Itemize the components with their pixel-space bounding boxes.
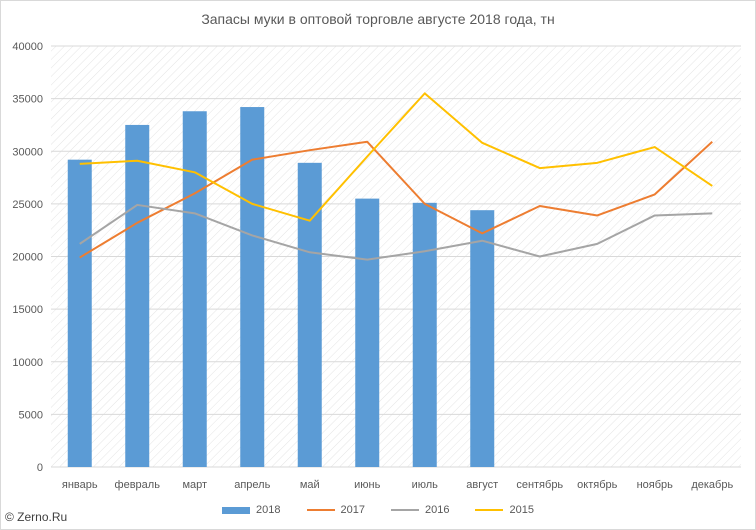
legend-item-2017: 2017 [306,504,365,516]
x-tick-label: ноябрь [637,479,674,491]
y-tick-label: 20000 [12,252,43,264]
legend-label: 2015 [509,504,534,516]
legend-label: 2016 [425,504,450,516]
watermark-text: © Zerno.Ru [5,510,68,524]
x-tick-label: январь [62,479,98,491]
y-tick-label: 10000 [12,357,43,369]
legend-swatch [306,509,335,511]
x-tick-label: июль [412,479,439,491]
legend: 2018 2017 2016 2015 [0,504,756,516]
y-axis-ticks: 0 5000 10000 15000 20000 25000 30000 35000 40000 [12,41,43,474]
gridlines [51,45,741,468]
x-tick-label: март [182,479,207,491]
x-tick-label: апрель [234,479,270,491]
chart-title: Запасы муки в оптовой торговле августе 2… [201,11,555,27]
x-tick-label: октябрь [577,479,617,491]
bar-2018 [182,111,207,467]
y-tick-label: 35000 [12,94,43,106]
legend-swatch [475,509,504,511]
legend-label: 2017 [340,504,365,516]
y-tick-label: 30000 [12,146,43,158]
bar-2018 [297,162,322,467]
y-tick-label: 25000 [12,199,43,211]
y-tick-label: 15000 [12,304,43,316]
x-axis-ticks: январь февраль март апрель май июнь июль август… [62,479,734,491]
legend-swatch [391,509,419,511]
y-tick-label: 5000 [19,409,43,421]
y-tick-label: 0 [37,462,43,474]
legend-item-2015: 2015 [475,504,534,516]
line-series-2015 [79,92,713,222]
bar-2018 [470,210,495,467]
watermark: © Zerno.Ru [5,510,67,524]
bar-series-2018 [67,107,495,468]
x-tick-label: май [300,479,320,491]
x-tick-label: август [466,479,498,491]
chart-plot: 0 5000 10000 15000 20000 25000 30000 35000 40000… [12,41,741,491]
line-series-2017 [79,140,713,259]
bar-2018 [125,124,150,467]
bar-2018 [412,202,437,467]
line-series-2016 [79,203,713,261]
bar-2018 [240,107,265,468]
x-tick-label: февраль [115,479,161,491]
bar-2018 [67,159,92,468]
legend-item-2016: 2016 [391,504,449,516]
x-tick-label: декабрь [691,479,733,491]
legend-item-2018: 2018 [222,504,281,516]
x-tick-label: июнь [354,479,380,491]
bar-2018 [355,198,380,468]
y-tick-label: 40000 [12,41,43,53]
legend-label: 2018 [256,504,281,516]
x-tick-label: сентябрь [516,479,563,491]
legend-swatch [222,506,251,514]
line-series [79,92,713,261]
